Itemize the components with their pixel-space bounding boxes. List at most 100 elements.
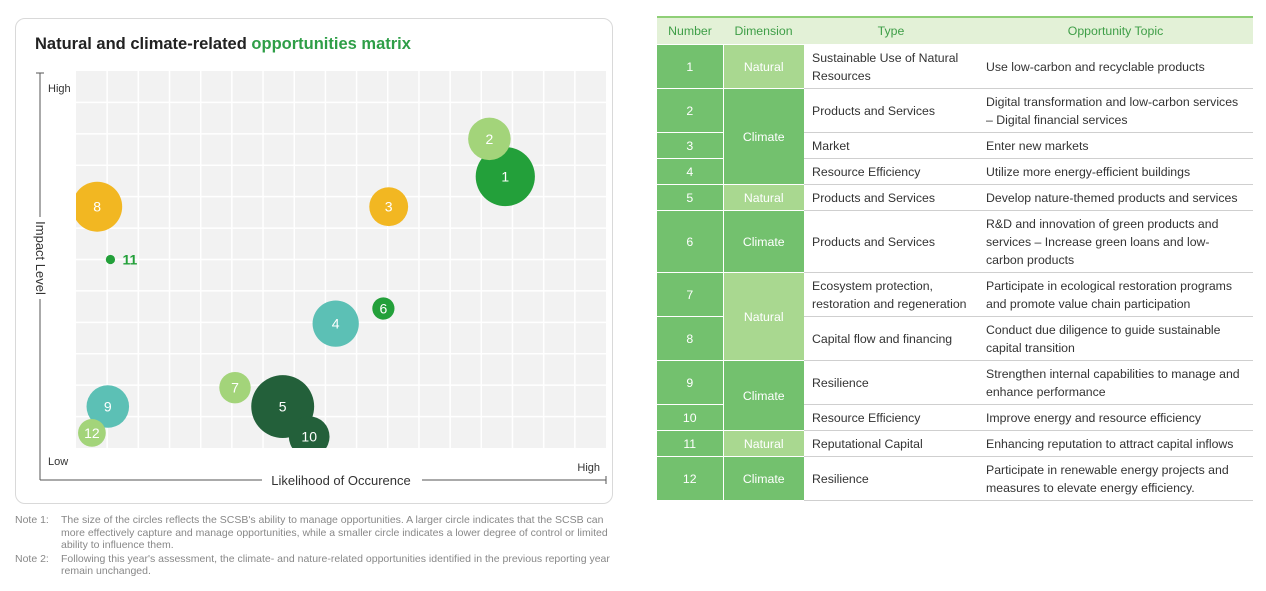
cell-number: 9	[657, 360, 724, 405]
bubble-9	[86, 385, 130, 428]
cell-opportunity-topic: R&D and innovation of green products and…	[978, 210, 1253, 273]
note-text: The size of the circles reflects the SCS…	[61, 514, 608, 551]
bubble-label-1: 1	[501, 169, 509, 185]
bubble-1	[475, 146, 535, 207]
cell-type: Resilience	[804, 360, 978, 405]
bubble-10	[288, 416, 330, 448]
header-dimension: Dimension	[723, 16, 804, 45]
cell-number: 12	[657, 456, 724, 501]
table-row: 8 Capital flow and financing Conduct due d…	[657, 316, 1253, 361]
cell-type: Resource Efficiency	[804, 404, 978, 431]
cell-number: 11	[657, 430, 724, 457]
bubble-label-9: 9	[104, 399, 112, 415]
cell-type: Reputational Capital	[804, 430, 978, 457]
bubble-label-3: 3	[385, 199, 393, 215]
cell-dimension: Climate	[723, 88, 804, 185]
bubble-label-2: 2	[486, 131, 494, 147]
cell-opportunity-topic: Conduct due diligence to guide sustainab…	[978, 316, 1253, 361]
cell-dimension: Natural	[723, 184, 804, 211]
cell-type: Products and Services	[804, 210, 978, 273]
cell-number: 1	[657, 44, 724, 89]
table-row: 4 Resource Efficiency Utilize more energy-…	[657, 158, 1253, 185]
bubble-2	[468, 117, 511, 161]
y-axis-label-gap	[32, 217, 48, 299]
bubble-label-5: 5	[279, 399, 287, 415]
bubble-label-11: 11	[122, 252, 137, 268]
chart-title: Natural and climate-related opportunitie…	[35, 35, 411, 54]
header-type: Type	[804, 16, 978, 45]
bubble-3	[369, 187, 409, 227]
table-row: 6 Climate Products and Services R&D and inn…	[657, 210, 1253, 273]
x-low-label: Low	[48, 456, 68, 468]
cell-opportunity-topic: Use low-carbon and recyclable products	[978, 44, 1253, 89]
bubble-12	[78, 419, 106, 447]
cell-opportunity-topic: Utilize more energy-efficient buildings	[978, 158, 1253, 185]
cell-opportunity-topic: Enter new markets	[978, 132, 1253, 159]
x-axis-label-gap	[262, 471, 422, 489]
bubble-11	[105, 254, 116, 265]
cell-opportunity-topic: Strengthen internal capabilities to mana…	[978, 360, 1253, 405]
cell-number: 7	[657, 272, 724, 317]
chart-title-main: Natural and climate-related	[35, 35, 252, 53]
table-row: 5 Natural Products and Services Develop nat…	[657, 184, 1253, 211]
cell-type: Market	[804, 132, 978, 159]
bubble-6	[372, 297, 395, 320]
cell-type: Sustainable Use of Natural Resources	[804, 44, 978, 89]
cell-dimension: Natural	[723, 272, 804, 361]
opportunities-matrix-card: Natural and climate-related opportunitie…	[15, 18, 613, 504]
notes: Note 1: The size of the circles reflects …	[15, 514, 615, 579]
bubble-label-10: 10	[301, 429, 317, 445]
cell-dimension: Climate	[723, 456, 804, 501]
header-number: Number	[657, 16, 723, 45]
table-header-row: Number Dimension Type Opportunity Topic	[657, 16, 1253, 45]
cell-type: Products and Services	[804, 184, 978, 211]
cell-number: 3	[657, 132, 724, 159]
bubble-label-7: 7	[231, 380, 239, 396]
x-high-label: High	[577, 462, 600, 474]
cell-opportunity-topic: Improve energy and resource efficiency	[978, 404, 1253, 431]
table-row: 11 Natural Reputational Capital Enhancing r…	[657, 430, 1253, 457]
cell-number: 2	[657, 88, 724, 133]
table-row: 12 Climate Resilience Participate in renewa…	[657, 456, 1253, 501]
cell-opportunity-topic: Participate in ecological restoration pr…	[978, 272, 1253, 317]
table-row: 9 Climate Resilience Strengthen internal ca…	[657, 360, 1253, 431]
cell-dimension: Natural	[723, 430, 804, 457]
table-row: 10 Resource Efficiency Improve energy and …	[657, 404, 1253, 431]
cell-type: Capital flow and financing	[804, 316, 978, 361]
cell-opportunity-topic: Develop nature-themed products and servi…	[978, 184, 1253, 211]
table-row: 2 Climate Products and Services Digital tra…	[657, 88, 1253, 185]
note-label: Note 1:	[15, 514, 49, 526]
cell-opportunity-topic: Participate in renewable energy projects…	[978, 456, 1253, 501]
header-opportunity-topic: Opportunity Topic	[978, 16, 1253, 45]
cell-dimension: Climate	[723, 360, 804, 431]
cell-number: 4	[657, 158, 724, 185]
table-row: 3 Market Enter new markets	[657, 132, 1253, 159]
x-axis-title: Likelihood of Occurence	[271, 473, 410, 488]
y-axis-title: Impact Level	[33, 221, 48, 295]
cell-dimension: Climate	[723, 210, 804, 273]
opportunities-table: Number Dimension Type Opportunity Topic …	[657, 16, 1253, 501]
cell-opportunity-topic: Enhancing reputation to attract capital …	[978, 430, 1253, 457]
table-row: 7 Natural Ecosystem protection, restoratio…	[657, 272, 1253, 361]
bubble-label-6: 6	[380, 301, 388, 317]
bubble-7	[219, 371, 251, 404]
note-1: Note 1: The size of the circles reflects …	[15, 514, 615, 552]
cell-number: 10	[657, 404, 724, 431]
chart-title-accent: opportunities matrix	[251, 35, 411, 53]
cell-number: 8	[657, 316, 724, 361]
cell-type: Products and Services	[804, 88, 978, 133]
bubble-label-8: 8	[93, 199, 101, 215]
y-high-label: High	[48, 83, 71, 95]
bubble-4	[312, 300, 359, 347]
cell-type: Resource Efficiency	[804, 158, 978, 185]
cell-type: Resilience	[804, 456, 978, 501]
cell-number: 5	[657, 184, 724, 211]
cell-number: 6	[657, 210, 724, 273]
note-text: Following this year's assessment, the cl…	[61, 552, 610, 578]
bubble-8	[76, 181, 123, 232]
cell-opportunity-topic: Digital transformation and low-carbon se…	[978, 88, 1253, 133]
bubble-label-4: 4	[332, 316, 340, 332]
table-row: 1 Natural Sustainable Use of Natural Resou…	[657, 44, 1253, 89]
